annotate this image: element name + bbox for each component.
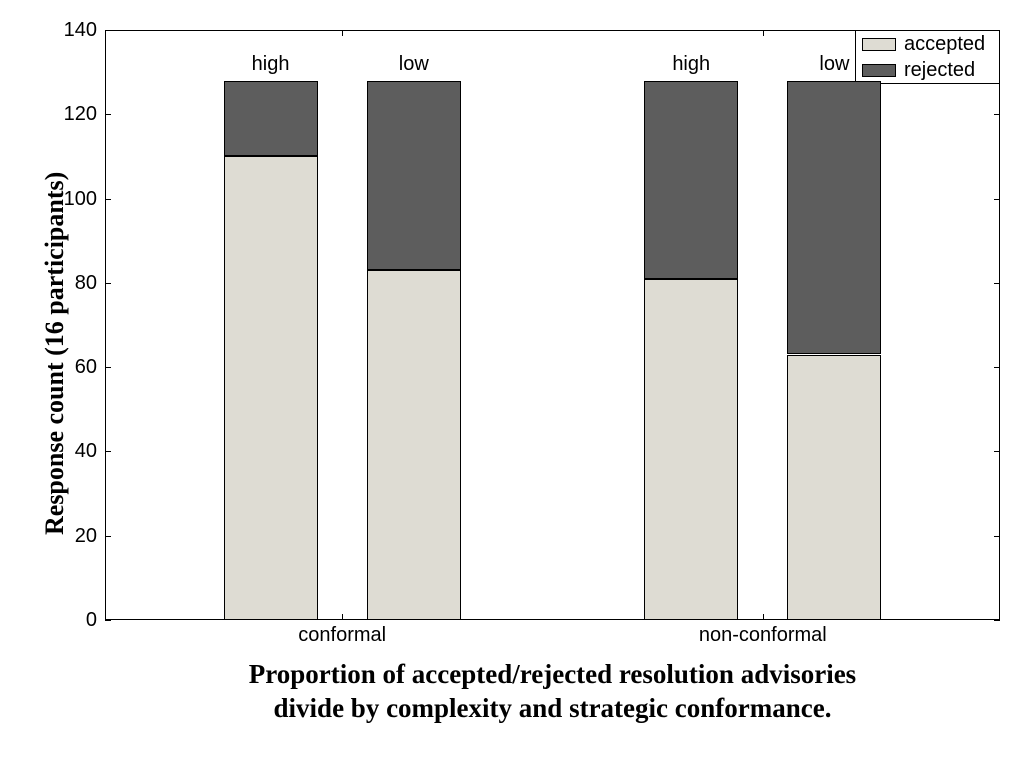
- bar-rejected: [367, 81, 461, 271]
- xgroup-label: non-conformal: [663, 624, 863, 647]
- ytick-right: [994, 114, 1000, 115]
- ytick-left: [105, 367, 111, 368]
- ytick-right: [994, 620, 1000, 621]
- ytick-label: 140: [47, 19, 97, 42]
- ytick-left: [105, 283, 111, 284]
- ytick-label: 120: [47, 103, 97, 126]
- bar-accepted: [787, 355, 881, 621]
- ytick-right: [994, 536, 1000, 537]
- caption-line1: Proportion of accepted/rejected resoluti…: [105, 658, 1000, 692]
- y-axis-title: Response count (16 participants): [40, 172, 70, 535]
- bar-top-label: high: [221, 53, 321, 76]
- ytick-label: 0: [47, 609, 97, 632]
- ytick-left: [105, 451, 111, 452]
- legend-swatch-accepted: [862, 38, 896, 51]
- ytick-left: [105, 30, 111, 31]
- legend-label: rejected: [904, 59, 975, 82]
- ytick-right: [994, 283, 1000, 284]
- xtick-bottom: [763, 614, 764, 620]
- xtick-bottom: [342, 614, 343, 620]
- axis-line-right: [999, 30, 1000, 620]
- ytick-left: [105, 114, 111, 115]
- ytick-right: [994, 30, 1000, 31]
- ytick-right: [994, 199, 1000, 200]
- bar-top-label: high: [641, 53, 741, 76]
- bar-accepted: [367, 270, 461, 620]
- xtick-top: [342, 30, 343, 36]
- ytick-left: [105, 620, 111, 621]
- caption-line2: divide by complexity and strategic confo…: [105, 692, 1000, 726]
- ytick-right: [994, 451, 1000, 452]
- legend-label: accepted: [904, 33, 985, 56]
- xtick-top: [763, 30, 764, 36]
- ytick-left: [105, 536, 111, 537]
- bar-accepted: [644, 279, 738, 620]
- bar-top-label: low: [784, 53, 884, 76]
- bar-top-label: low: [364, 53, 464, 76]
- axis-line-bottom: [105, 619, 1000, 620]
- caption: Proportion of accepted/rejected resoluti…: [105, 658, 1000, 726]
- bar-accepted: [224, 156, 318, 620]
- bar-rejected: [787, 81, 881, 355]
- axis-line-left: [105, 30, 106, 620]
- axis-line-top: [105, 30, 1000, 31]
- bar-rejected: [224, 81, 318, 157]
- ytick-left: [105, 199, 111, 200]
- bar-rejected: [644, 81, 738, 279]
- xgroup-label: conformal: [242, 624, 442, 647]
- chart-stage: acceptedrejectedhighlowhighlow0204060801…: [0, 0, 1024, 768]
- ytick-right: [994, 367, 1000, 368]
